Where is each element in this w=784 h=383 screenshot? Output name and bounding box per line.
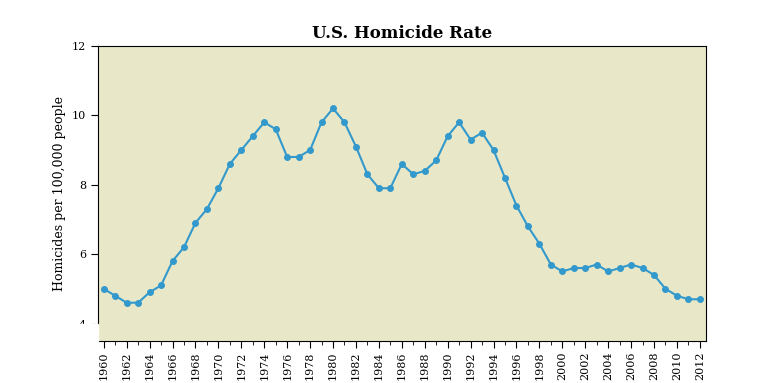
Y-axis label: Homicides per 100,000 people: Homicides per 100,000 people (53, 96, 67, 291)
Bar (64, 324, 98, 341)
Title: U.S. Homicide Rate: U.S. Homicide Rate (312, 25, 492, 42)
Text: 0: 0 (85, 331, 92, 340)
